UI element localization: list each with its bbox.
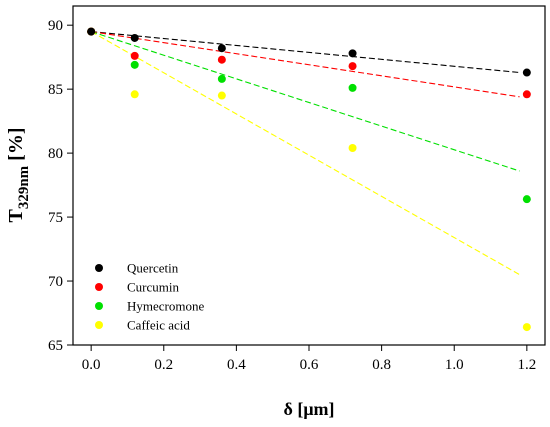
y-axis: 65 70 75 80 85 90 <box>48 18 73 354</box>
data-point <box>130 33 139 42</box>
legend-label: Hymecromone <box>127 299 204 314</box>
data-point <box>87 27 96 36</box>
data-point <box>522 68 531 77</box>
y-axis-title-sub: 329nm <box>16 165 32 209</box>
data-point <box>130 90 139 99</box>
legend-label: Quercetin <box>127 261 179 276</box>
y-tick-label: 85 <box>48 82 63 98</box>
trend-line-2 <box>90 31 520 172</box>
data-point <box>522 90 531 99</box>
legend-marker <box>95 264 103 272</box>
x-axis-title: δ [μm] <box>283 399 334 419</box>
data-point <box>130 51 139 60</box>
legend-label: Caffeic acid <box>127 318 190 333</box>
data-point <box>348 62 357 71</box>
data-point <box>217 91 226 100</box>
trend-line-3 <box>90 31 520 276</box>
x-tick-label: 1.0 <box>445 357 464 373</box>
y-axis-title-main: T <box>5 209 27 223</box>
data-point <box>130 60 139 69</box>
legend-marker <box>95 302 103 310</box>
data-points <box>87 27 531 332</box>
x-tick-label: 1.2 <box>517 357 536 373</box>
legend: Quercetin Curcumin Hymecromone Caffeic acid <box>95 261 204 333</box>
y-axis-title: T329nm [%] <box>5 127 32 222</box>
x-tick-label: 0.2 <box>154 357 173 373</box>
y-tick-label: 70 <box>48 274 63 290</box>
data-point <box>348 49 357 58</box>
y-tick-label: 80 <box>48 146 63 162</box>
legend-marker <box>95 321 103 329</box>
data-point <box>217 44 226 53</box>
x-tick-label: 0.6 <box>300 357 319 373</box>
data-point <box>217 74 226 83</box>
data-point <box>348 143 357 152</box>
x-axis: 0.0 0.2 0.4 0.6 0.8 1.0 1.2 <box>82 345 536 373</box>
y-tick-label: 75 <box>48 210 63 226</box>
y-axis-title-unit: [%] <box>5 127 27 165</box>
data-point <box>348 83 357 92</box>
x-tick-label: 0.0 <box>82 357 101 373</box>
legend-label: Curcumin <box>127 280 179 295</box>
data-point <box>522 195 531 204</box>
data-point <box>522 323 531 332</box>
trend-lines <box>90 31 520 276</box>
x-tick-label: 0.4 <box>227 357 246 373</box>
trend-line-1 <box>91 31 520 98</box>
data-point <box>217 55 226 64</box>
y-tick-label: 65 <box>48 338 63 354</box>
x-tick-label: 0.8 <box>372 357 391 373</box>
y-tick-label: 90 <box>48 18 63 34</box>
legend-marker <box>95 283 103 291</box>
